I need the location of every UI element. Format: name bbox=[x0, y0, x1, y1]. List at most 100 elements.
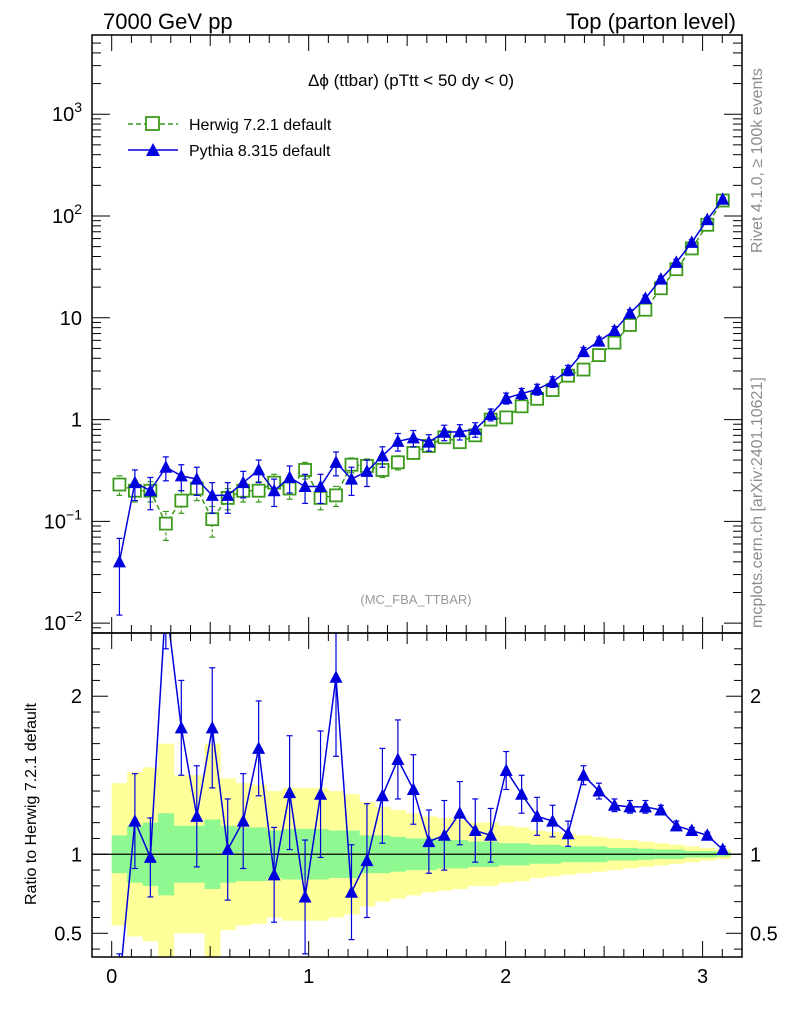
pythia-ratio-point bbox=[716, 842, 730, 856]
pythia-ratio-point bbox=[685, 823, 699, 837]
herwig-point bbox=[638, 302, 653, 317]
mcplots-label: mcplots.cern.ch [arXiv:2401.10621] bbox=[749, 377, 766, 628]
legend-herwig-label: Herwig 7.2.1 default bbox=[189, 117, 332, 134]
legend-herwig: Herwig 7.2.1 default bbox=[128, 116, 332, 134]
pythia-point bbox=[236, 475, 250, 489]
pythia-ratio-point bbox=[344, 885, 358, 898]
x-tick-label: 2 bbox=[500, 966, 511, 988]
main-y-axis: 10−2 10−1 1 10 102 103 bbox=[44, 34, 743, 635]
pythia-point bbox=[329, 455, 343, 468]
y-tick-label: 102 bbox=[52, 201, 82, 228]
pythia-point bbox=[267, 483, 281, 497]
pythia-ratio-series bbox=[116, 633, 730, 957]
herwig-point bbox=[514, 399, 529, 414]
pythia-point bbox=[252, 462, 266, 476]
pythia-point bbox=[406, 430, 420, 444]
analysis-label: (MC_FBA_TTBAR) bbox=[360, 592, 471, 607]
pythia-ratio-point bbox=[174, 720, 188, 734]
pythia-point bbox=[143, 483, 157, 497]
pythia-ratio-point bbox=[205, 720, 219, 734]
pythia-ratio-point bbox=[190, 809, 204, 822]
pythia-point bbox=[515, 386, 529, 400]
pythia-point bbox=[437, 425, 451, 438]
pythia-point bbox=[391, 434, 405, 447]
main-series-layer bbox=[112, 192, 730, 616]
pythia-point bbox=[607, 323, 621, 336]
legend-pythia-marker bbox=[146, 143, 160, 156]
pythia-point bbox=[499, 391, 513, 404]
herwig-point bbox=[576, 362, 591, 377]
pythia-ratio-point bbox=[375, 788, 389, 802]
herwig-point bbox=[112, 477, 127, 492]
ratio-y-tick-label: 2 bbox=[71, 686, 82, 708]
pythia-ratio-point bbox=[391, 752, 405, 765]
pythia-point bbox=[716, 192, 730, 205]
pythia-point bbox=[159, 460, 173, 473]
ratio-panel-frame bbox=[91, 632, 743, 958]
herwig-point bbox=[158, 516, 173, 531]
pythia-ratio-point bbox=[360, 853, 374, 867]
pythia-ratio-point bbox=[298, 889, 312, 903]
pythia-point bbox=[530, 382, 544, 395]
pythia-ratio-point bbox=[623, 799, 637, 813]
pythia-point bbox=[112, 554, 126, 568]
pythia-point bbox=[638, 291, 652, 304]
pythia-ratio-point bbox=[669, 818, 683, 832]
ratio-panel: 0.5 0.5 1 1 2 2 0 1 2 3 Ratio to Herwig 7.2.1 def… bbox=[23, 632, 778, 988]
x-tick-label: 0 bbox=[106, 966, 117, 988]
pythia-point bbox=[283, 470, 297, 483]
pythia-ratio-point bbox=[221, 842, 235, 856]
pythia-point bbox=[344, 472, 358, 485]
pythia-ratio-point bbox=[607, 798, 621, 811]
herwig-point bbox=[174, 493, 189, 508]
pythia-ratio-point bbox=[577, 768, 591, 781]
pythia-ratio-point bbox=[314, 787, 328, 800]
pythia-ratio-point bbox=[329, 670, 343, 683]
herwig-point bbox=[205, 512, 220, 527]
pythia-ratio-point bbox=[252, 741, 266, 754]
x-tick-label: 3 bbox=[697, 966, 708, 988]
plot-title: Δϕ (ttbar) (pTtt < 50 dy < 0) bbox=[308, 71, 514, 90]
pythia-ratio-point bbox=[422, 834, 436, 848]
ratio-y-tick-label-right: 0.5 bbox=[750, 923, 778, 945]
pythia-point bbox=[577, 344, 591, 358]
ratio-y-tick-label: 0.5 bbox=[54, 923, 82, 945]
pythia-point bbox=[221, 488, 235, 501]
legend: Herwig 7.2.1 default Pythia 8.315 defaul… bbox=[128, 116, 332, 160]
pythia-point bbox=[190, 472, 204, 485]
header-right: Top (parton level) bbox=[566, 9, 736, 34]
pythia-ratio-point bbox=[236, 814, 250, 827]
pythia-ratio-point bbox=[561, 826, 575, 840]
herwig-point bbox=[329, 488, 343, 503]
pythia-point bbox=[546, 374, 560, 388]
y-tick-label: 10 bbox=[60, 308, 82, 330]
ratio-y-tick-label-right: 1 bbox=[750, 844, 761, 866]
pythia-point bbox=[453, 424, 467, 438]
pythia-point bbox=[360, 464, 374, 477]
pythia-ratio-point bbox=[128, 814, 142, 827]
pythia-point bbox=[700, 212, 714, 226]
herwig-point bbox=[251, 483, 266, 498]
pythia-ratio-point bbox=[499, 763, 513, 777]
pythia-ratio-point bbox=[453, 806, 467, 819]
main-panel: 10−2 10−1 1 10 102 103 Δϕ (ttbar) (pTtt < 50 … bbox=[44, 34, 743, 635]
pythia-point bbox=[561, 363, 575, 376]
pythia-ratio-point bbox=[515, 787, 529, 800]
x-tick-label: 1 bbox=[303, 966, 314, 988]
pythia-ratio-point bbox=[468, 823, 482, 837]
pythia-ratio-point bbox=[143, 850, 157, 863]
y-tick-label: 10−2 bbox=[44, 608, 82, 635]
herwig-point bbox=[607, 335, 622, 350]
header-left: 7000 GeV pp bbox=[103, 9, 233, 34]
pythia-point bbox=[375, 448, 389, 462]
pythia-ratio-point bbox=[592, 784, 606, 797]
pythia-ratio-point bbox=[700, 828, 714, 841]
ratio-series-layer bbox=[116, 633, 730, 957]
y-tick-label: 10−1 bbox=[44, 506, 82, 533]
ratio-axes: 0.5 0.5 1 1 2 2 0 1 2 3 bbox=[54, 633, 778, 988]
pythia-ratio-point bbox=[654, 803, 668, 816]
pythia-point bbox=[592, 334, 606, 347]
herwig-series-line bbox=[119, 200, 724, 526]
pythia-ratio-point bbox=[546, 814, 560, 827]
